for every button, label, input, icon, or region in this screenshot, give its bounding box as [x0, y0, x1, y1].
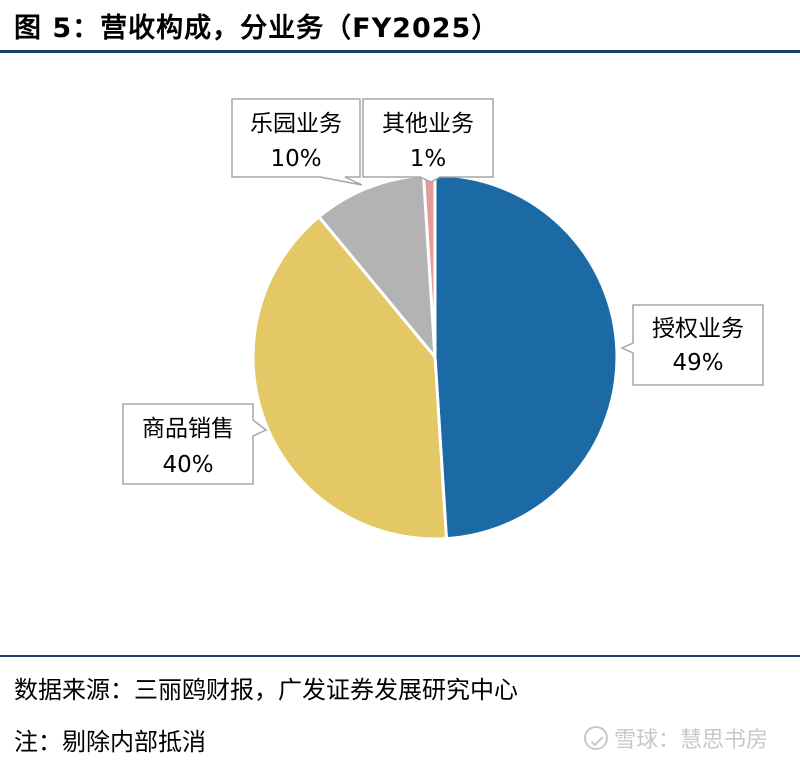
slice-label-other: 其他业务 — [382, 111, 474, 137]
snowball-logo-icon — [584, 726, 608, 750]
callout-box-theme-park — [231, 98, 363, 186]
pie-slice-merchandise — [251, 215, 448, 541]
slice-value-merchandise: 40% — [162, 452, 213, 478]
data-source: 数据来源：三丽鸥财报，广发证券发展研究中心 — [14, 676, 518, 704]
pie-slice-licensing — [433, 173, 619, 541]
title-divider — [0, 50, 800, 53]
watermark: 雪球：慧思书房 — [584, 722, 768, 754]
slice-value-theme-park: 10% — [270, 146, 321, 172]
callout-other: 其他业务 1% — [362, 98, 494, 183]
callout-box-licensing — [620, 304, 764, 386]
slice-label-theme-park: 乐园业务 — [250, 111, 342, 137]
slice-label-merchandise: 商品销售 — [142, 416, 234, 442]
page-title: 图 5：营收构成，分业务（FY2025） — [14, 12, 500, 44]
slice-label-licensing: 授权业务 — [652, 316, 744, 342]
slice-value-licensing: 49% — [672, 350, 723, 376]
callout-merchandise: 商品销售 40% — [122, 403, 268, 485]
footnote: 注：剔除内部抵消 — [14, 728, 206, 756]
pie-chart: 授权业务 49% 商品销售 40% 乐园业务 10% 其他业务 1% — [122, 98, 764, 541]
watermark-text: 雪球：慧思书房 — [614, 728, 769, 753]
footer-divider — [0, 655, 800, 657]
callout-licensing: 授权业务 49% — [620, 304, 764, 386]
slice-value-other: 1% — [410, 146, 447, 172]
callout-theme-park: 乐园业务 10% — [231, 98, 363, 186]
pie-slices — [251, 173, 619, 541]
callout-box-merchandise — [122, 403, 268, 485]
callout-box-other — [362, 98, 494, 183]
